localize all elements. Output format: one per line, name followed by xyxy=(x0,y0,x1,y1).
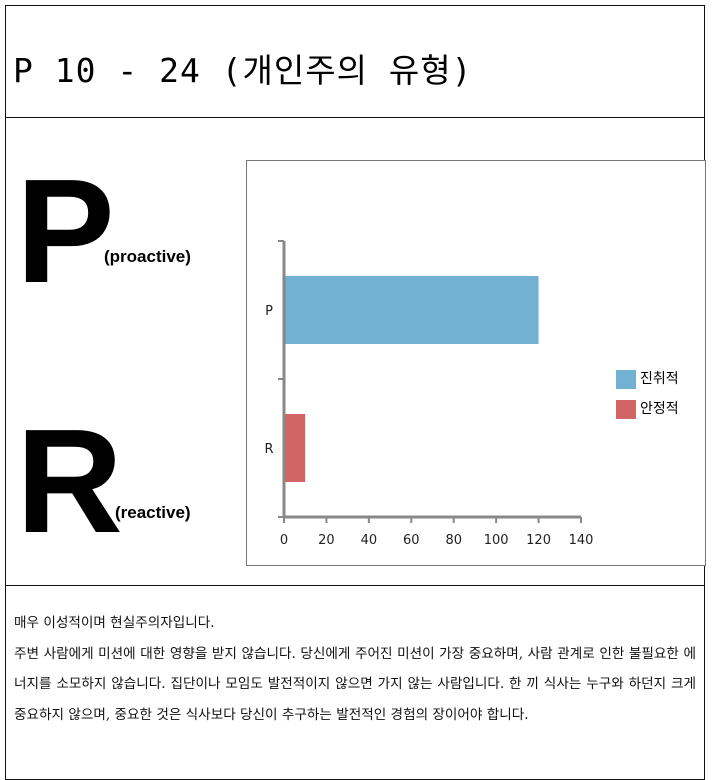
legend-label-1: 안정적 xyxy=(640,401,679,417)
bar-p xyxy=(284,276,539,344)
x-tick-label: 60 xyxy=(403,533,420,548)
legend-label-0: 진취적 xyxy=(640,371,679,387)
y-tick-label-r: R xyxy=(264,442,273,457)
title-divider xyxy=(5,117,705,118)
description-line-1: 매우 이성적이며 현실주의자입니다. xyxy=(14,615,215,631)
reactive-label: (reactive) xyxy=(115,503,191,522)
proactive-label: (proactive) xyxy=(104,247,191,266)
description: 매우 이성적이며 현실주의자입니다. 주변 사람에게 미션에 대한 영향을 받지… xyxy=(14,608,696,730)
x-tick-label: 100 xyxy=(484,533,509,548)
x-tick-label: 140 xyxy=(569,533,594,548)
y-tick-label-p: P xyxy=(265,304,273,319)
big-letter-r: R xyxy=(16,399,123,564)
x-tick-label: 80 xyxy=(445,533,462,548)
x-tick-label: 0 xyxy=(280,533,288,548)
description-paragraph: 주변 사람에게 미션에 대한 영향을 받지 않습니다. 당신에게 주어진 미션이… xyxy=(14,645,696,723)
x-tick-label: 40 xyxy=(361,533,378,548)
bar-r xyxy=(284,414,306,482)
x-tick-label: 20 xyxy=(318,533,335,548)
content-divider xyxy=(5,585,705,586)
big-letter-p: P xyxy=(16,149,115,314)
page-title: P 10 - 24 (개인주의 유형) xyxy=(13,51,473,90)
legend-swatch-1 xyxy=(616,399,636,419)
bar-chart: P R 0 20 40 60 80 100 120 140 xyxy=(264,240,594,548)
chart-panel: P R 0 20 40 60 80 100 120 140 진취적 안정적 xyxy=(246,160,706,566)
legend-swatch-0 xyxy=(616,369,636,389)
x-tick-label: 120 xyxy=(526,533,551,548)
legend-item-0: 진취적 xyxy=(616,368,679,389)
legend-item-1: 안정적 xyxy=(616,398,679,419)
